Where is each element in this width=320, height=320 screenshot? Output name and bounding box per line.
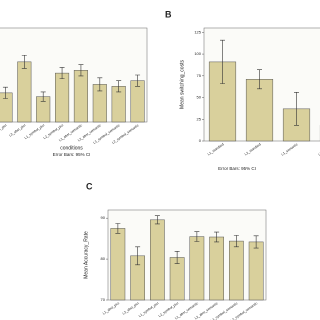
error-bar [97,77,103,92]
error-bar [21,54,27,69]
error-bar [233,235,239,248]
y-tick-label: 0 [199,138,202,143]
bar [150,219,165,301]
x-tick-label: L1_symbol_pict [138,301,160,318]
y-tick-label: 25 [197,116,202,121]
x-tick-label: L2_standard [244,142,262,156]
panel-label: B [165,9,172,19]
error-bar-note: Error Bars: 95% CI [53,152,91,157]
error-bar [220,39,225,84]
y-tick-label: 100 [194,51,201,56]
y-tick-label: 50 [197,95,202,100]
x-tick-label: L1_standard [207,142,225,156]
x-tick-label: L1_abst_pict [102,301,120,315]
error-bar [294,92,299,126]
x-tick-label: L1_semantic [281,142,299,156]
bar [229,240,244,301]
error-bar [253,235,259,249]
error-bar [174,251,180,264]
error-bar [135,246,141,266]
error-bar [59,67,65,80]
error-bar [40,91,46,102]
error-bar [78,64,84,77]
error-bar [115,223,121,234]
bar [130,80,145,123]
error-bar [194,231,200,242]
bar [17,61,32,123]
y-tick-label: 90 [101,215,106,220]
bar [73,70,88,123]
error-bar [214,231,220,243]
x-tick-label: L1_abst_pict [0,123,8,137]
x-tick-label: L2_abst_pict [8,123,26,137]
bar [0,92,13,123]
y-tick-label: 75 [197,73,202,78]
y-axis-label: Mean Accuracy_Rate [83,231,89,279]
y-tick-label: 125 [194,29,201,34]
y-tick-label: 70 [101,297,106,302]
y-axis-label: Mean switching_costs [179,60,185,109]
x-axis-label: conditions [60,145,83,151]
bar [209,236,224,301]
x-tick-label: L2_abst_pict [122,301,140,315]
error-bar [2,86,8,99]
bar [110,228,126,301]
bar [248,241,264,301]
y-tick-label: 80 [101,256,106,261]
panel-label: C [86,181,93,191]
error-bar [154,215,160,225]
bar [55,72,70,123]
error-bar [257,69,262,90]
bar [189,236,205,301]
error-bar [135,74,141,87]
error-bar [116,80,122,93]
error-bar-note: Error Bars: 95% CI [218,166,256,171]
